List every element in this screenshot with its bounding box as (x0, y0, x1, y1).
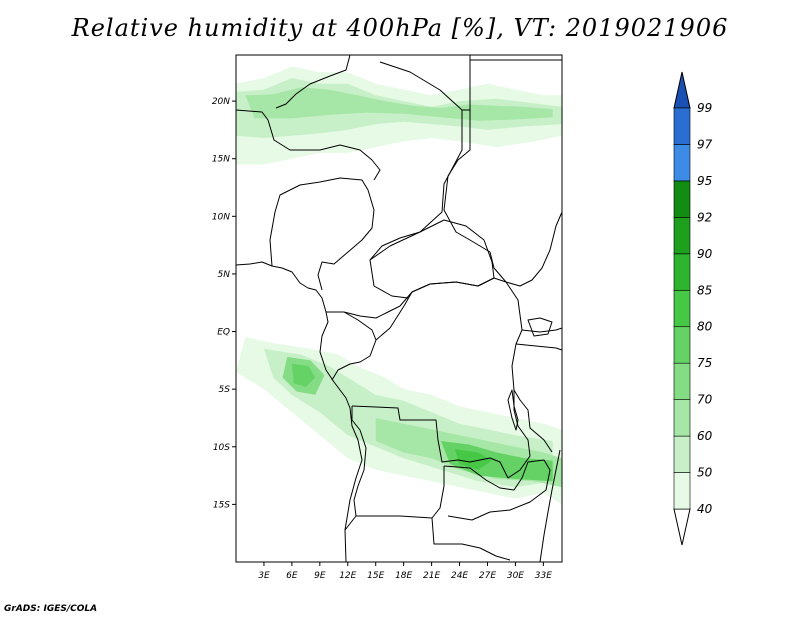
map-frame (235, 54, 563, 563)
colorbar-swatch (673, 472, 691, 510)
lon-tick-label: 30E (507, 571, 524, 581)
lat-tick-label: 20N (212, 97, 230, 107)
humidity-region-sahel-band-inner (245, 87, 553, 121)
southern-border (344, 515, 511, 561)
lon-tick-label: 27E (479, 571, 496, 581)
lon-tick-label: 9E (314, 571, 326, 581)
lon-tick-label: 12E (339, 571, 356, 581)
lon-tick-label: 18E (395, 571, 412, 581)
lake-victoria (527, 317, 553, 337)
grads-credit: GrADS: IGES/COLA (4, 604, 98, 614)
drc-border (351, 277, 531, 479)
colorbar-swatch (673, 217, 691, 255)
colorbar-label: 97 (697, 137, 713, 151)
lat-tick-label: 15N (212, 155, 230, 165)
longitude-ticks: 3E 6E 9E 12E 15E 18E 21E 24E 27E 30E 33E (258, 562, 552, 581)
colorbar-label: 50 (697, 466, 713, 480)
lon-tick-label: 24E (451, 571, 468, 581)
nigeria-border (269, 177, 375, 291)
colorbar-top-arrow (673, 71, 691, 109)
sudan-border (443, 109, 563, 287)
zambia-border (443, 459, 551, 521)
colorbar-label: 60 (697, 429, 713, 443)
colorbar-label: 92 (697, 210, 712, 224)
east-border (513, 327, 563, 453)
colorbar-label: 40 (697, 502, 713, 516)
colorbar: 40 50 60 70 75 80 85 90 92 95 97 99 (673, 71, 713, 546)
lon-tick-label: 3E (258, 571, 270, 581)
colorbar-swatch (673, 289, 691, 328)
west-africa-coastline (235, 261, 363, 563)
humidity-region-gabon-core-dark (291, 363, 316, 387)
map-panel (235, 54, 563, 563)
congo-border (326, 291, 413, 381)
colorbar-label: 80 (697, 320, 713, 334)
colorbar-swatch (673, 107, 691, 145)
lat-tick-label: 10N (212, 212, 230, 222)
colorbar-swatch (673, 180, 691, 218)
lon-tick-label: 21E (423, 571, 440, 581)
colorbar-label: 99 (697, 101, 712, 115)
lat-tick-label: 5N (218, 270, 231, 280)
humidity-region-zambia-core-dark (454, 449, 493, 470)
lat-tick-label: 5S (219, 385, 231, 395)
colorbar-swatch (673, 253, 691, 291)
colorbar-swatch (673, 399, 691, 437)
lon-tick-label: 33E (535, 571, 552, 581)
colorbar-swatch (673, 435, 691, 473)
colorbar-swatch (673, 362, 691, 400)
colorbar-label: 70 (697, 393, 713, 407)
niger-border (235, 109, 381, 181)
latitude-ticks: 20N 15N 10N 5N EQ 5S 10S 15S (212, 97, 236, 510)
colorbar-label: 75 (697, 356, 712, 370)
lon-tick-label: 6E (286, 571, 298, 581)
lake-tanganyika (507, 389, 519, 431)
colorbar-label: 85 (697, 283, 712, 297)
colorbar-swatch (673, 144, 691, 182)
country-borders (235, 54, 563, 563)
colorbar-label: 90 (697, 247, 713, 261)
humidity-shading (236, 66, 562, 505)
chad-border (369, 61, 463, 299)
lat-tick-label: EQ (217, 328, 230, 338)
east-africa-coastline (539, 449, 561, 563)
colorbar-label: 95 (697, 174, 712, 188)
angola-border (351, 406, 445, 519)
libya-border (275, 54, 562, 110)
colorbar-bottom-arrow (673, 508, 691, 546)
lat-tick-label: 15S (213, 500, 230, 510)
lat-tick-label: 10S (213, 443, 230, 453)
map-title: Relative humidity at 400hPa [%], VT: 201… (71, 14, 729, 42)
colorbar-swatch (673, 326, 691, 364)
lon-tick-label: 15E (367, 571, 384, 581)
